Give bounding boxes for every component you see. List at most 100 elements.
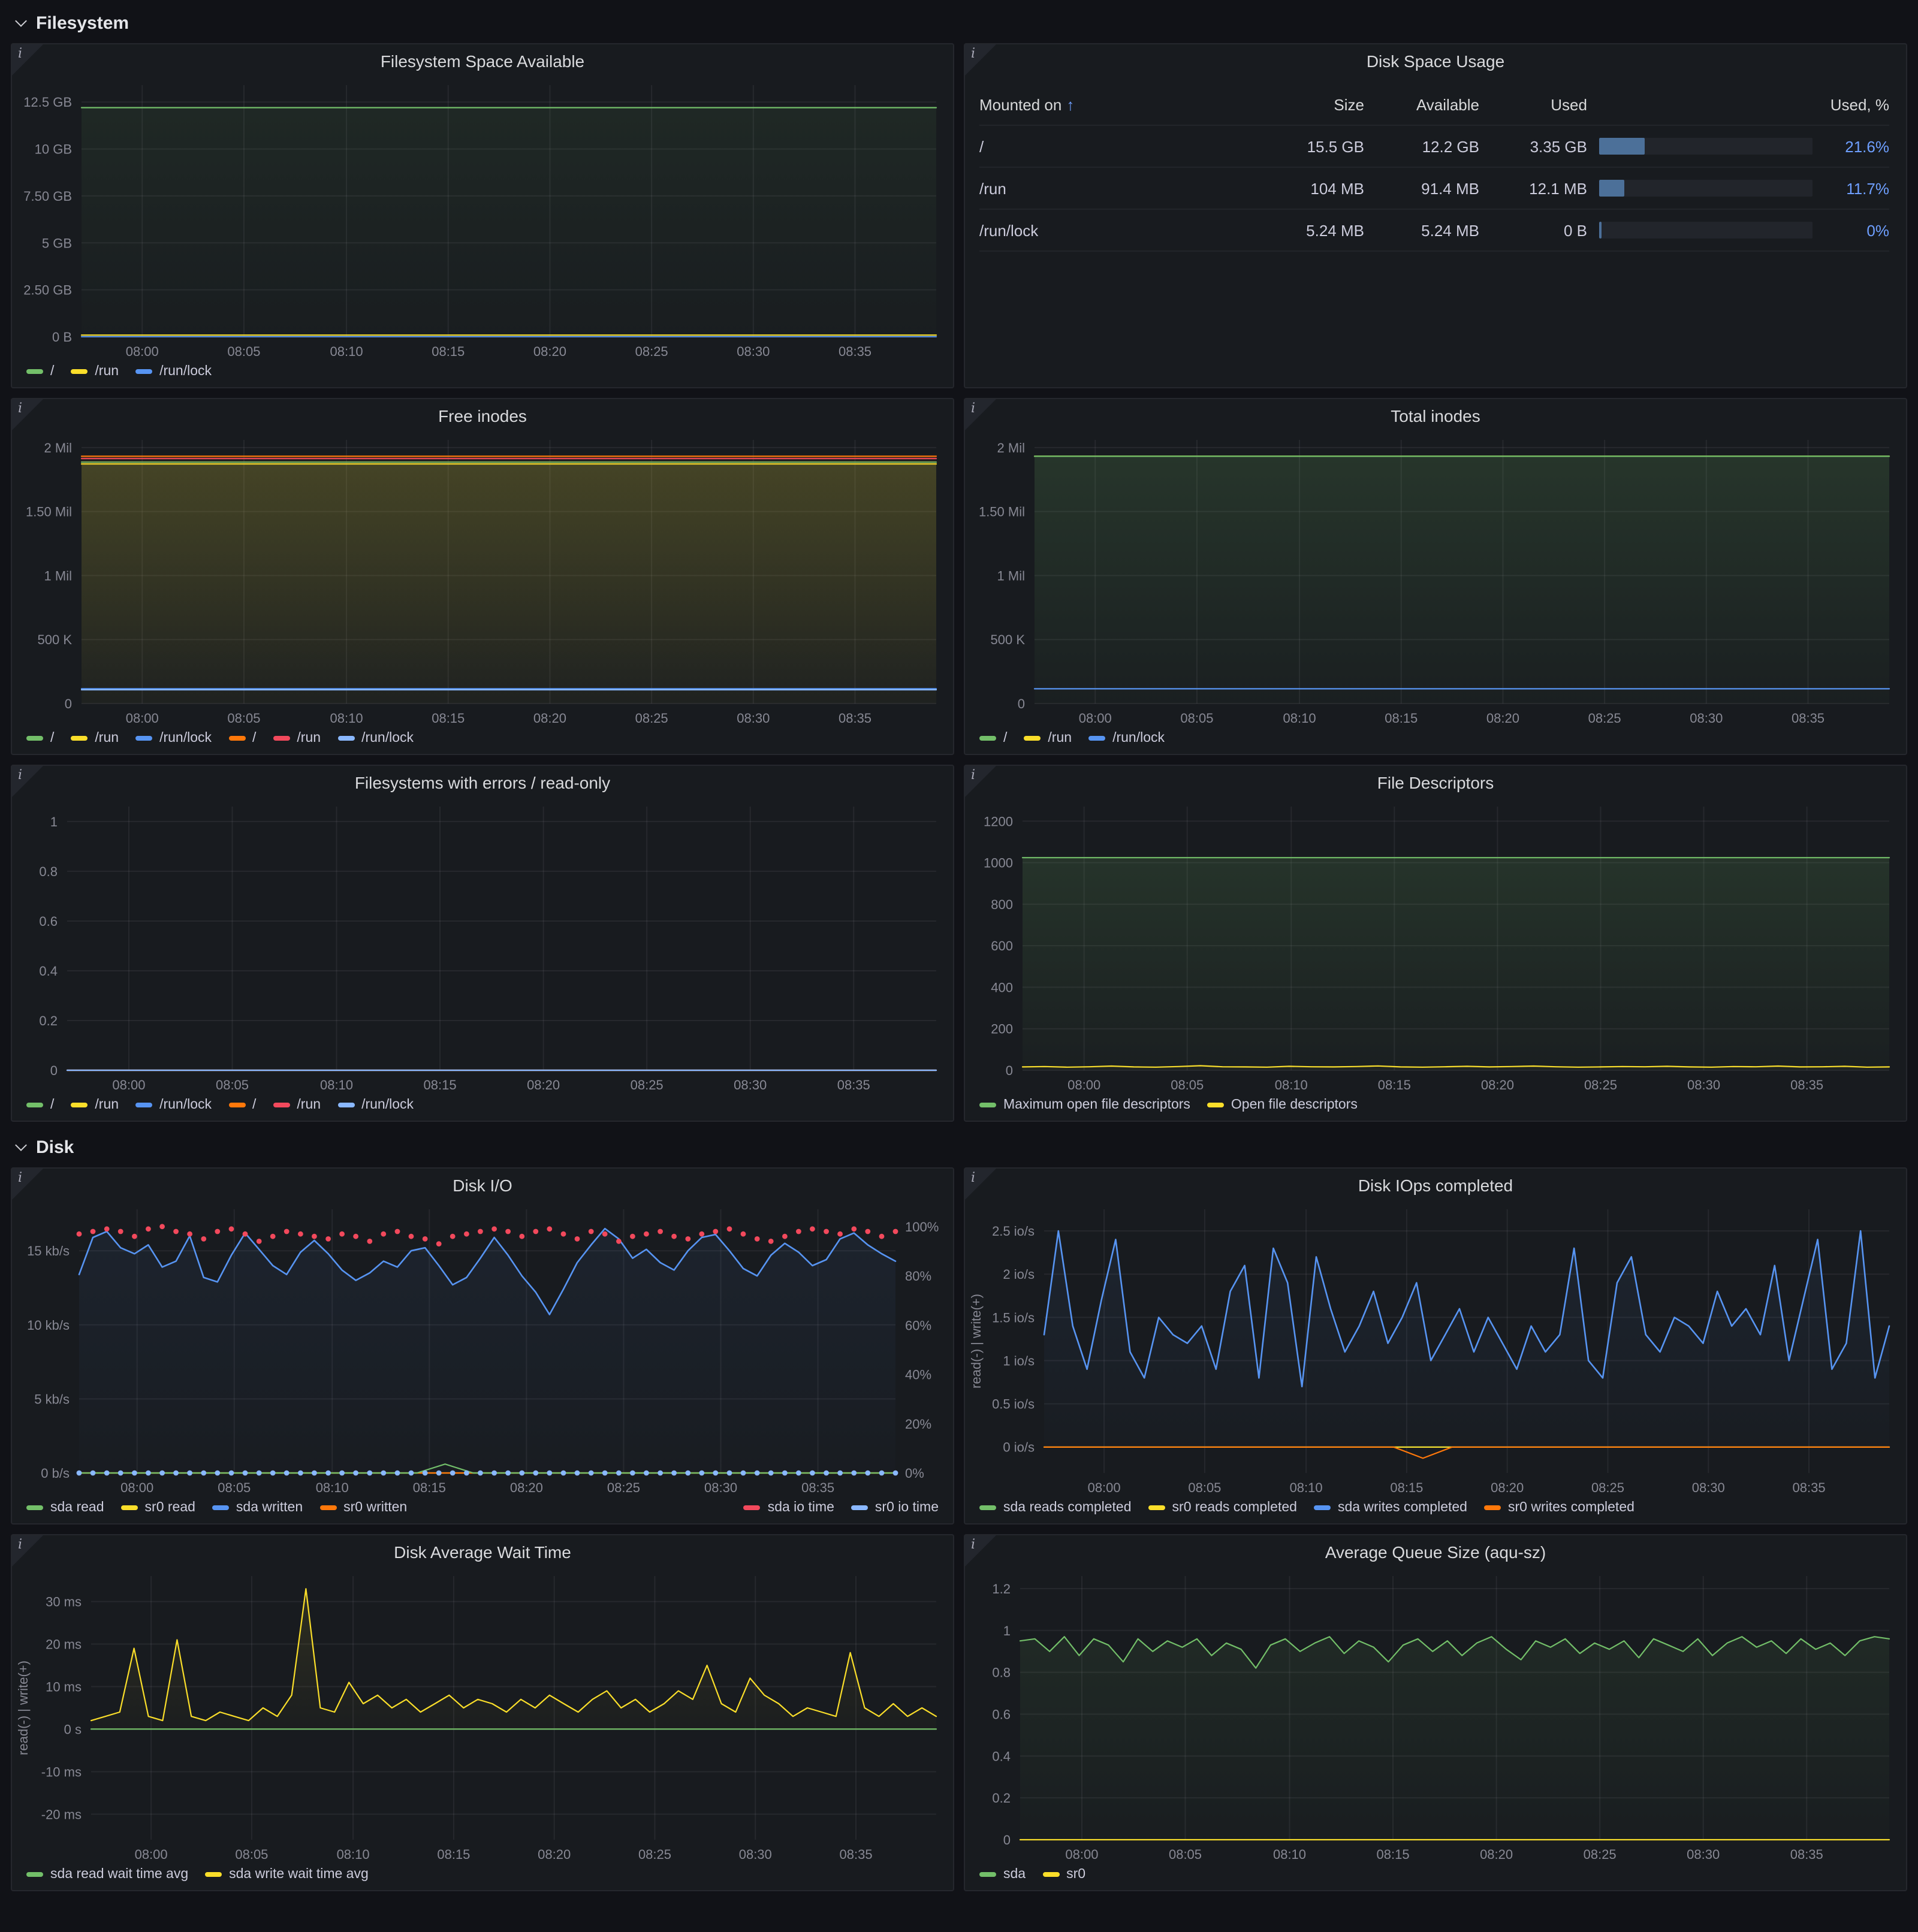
chart-filesystem-space-available[interactable]: 08:00 08:05 08:10 08:15 08:20 08:25 08:30 08:35…: [12, 76, 953, 363]
legend-item[interactable]: Open file descriptors: [1207, 1098, 1358, 1112]
svg-text:08:10: 08:10: [1290, 1480, 1323, 1495]
panel-title[interactable]: Disk Space Usage: [1366, 52, 1505, 71]
legend-item[interactable]: sda io time: [743, 1501, 834, 1515]
panel-info-icon[interactable]: i: [965, 766, 996, 797]
panel-title[interactable]: Average Queue Size (aqu-sz): [1325, 1542, 1546, 1562]
panel-title[interactable]: Disk IOps completed: [1358, 1176, 1513, 1195]
svg-text:10 kb/s: 10 kb/s: [27, 1318, 70, 1333]
column-header[interactable]: Available: [1416, 96, 1479, 114]
panel-info-icon[interactable]: i: [965, 1535, 996, 1566]
chart-disk-avg-wait-time[interactable]: 08:00 08:05 08:10 08:15 08:20 08:25 08:30 08:35…: [12, 1566, 953, 1866]
chart-free-inodes[interactable]: 08:00 08:05 08:10 08:15 08:20 08:25 08:30 08:35…: [12, 430, 953, 730]
panel-title[interactable]: Total inodes: [1391, 406, 1480, 425]
legend-item[interactable]: /: [26, 364, 54, 379]
panel-info-icon[interactable]: i: [965, 44, 996, 76]
chart-canvas[interactable]: 08:00 08:05 08:10 08:15 08:20 08:25 08:30 08:35…: [965, 430, 1906, 730]
legend-item[interactable]: /run: [71, 364, 119, 379]
legend-swatch-icon: [979, 1872, 996, 1877]
legend-item[interactable]: /run/lock: [135, 731, 212, 745]
cell-mounted-on: /: [979, 137, 984, 155]
svg-text:0.4: 0.4: [992, 1749, 1011, 1764]
legend-item[interactable]: Maximum open file descriptors: [979, 1098, 1190, 1112]
section-header-filesystem[interactable]: Filesystem: [15, 7, 1907, 38]
chart-avg-queue-size[interactable]: 08:00 08:05 08:10 08:15 08:20 08:25 08:30 08:35…: [965, 1566, 1906, 1866]
chart-canvas[interactable]: 08:00 08:05 08:10 08:15 08:20 08:25 08:30 08:35…: [965, 1200, 1906, 1499]
legend-item[interactable]: sr0 writes completed: [1484, 1501, 1634, 1515]
panel-title[interactable]: Disk I/O: [453, 1176, 512, 1195]
svg-text:500 K: 500 K: [991, 632, 1026, 647]
svg-text:08:15: 08:15: [424, 1077, 457, 1092]
svg-text:0: 0: [1006, 1063, 1013, 1078]
panel-info-icon[interactable]: i: [12, 399, 43, 430]
svg-text:08:00: 08:00: [1067, 1077, 1100, 1092]
legend-item[interactable]: sr0 read: [120, 1501, 195, 1515]
legend-item[interactable]: /run/lock: [337, 1098, 414, 1112]
legend-swatch-icon: [337, 736, 355, 741]
legend-item[interactable]: sda write wait time avg: [205, 1867, 369, 1882]
legend-item[interactable]: /run/lock: [135, 1098, 212, 1112]
panel-info-icon[interactable]: i: [965, 399, 996, 430]
legend-item[interactable]: /: [26, 731, 54, 745]
legend-label: /run: [297, 1098, 321, 1112]
column-header[interactable]: Used, %: [1830, 96, 1889, 114]
panel-info-icon[interactable]: i: [965, 1169, 996, 1200]
legend-item[interactable]: /run/lock: [135, 364, 212, 379]
legend-item[interactable]: sr0 reads completed: [1148, 1501, 1297, 1515]
legend-item[interactable]: sr0 written: [319, 1501, 407, 1515]
legend-item[interactable]: sda read: [26, 1501, 104, 1515]
column-header[interactable]: Mounted on ↑: [979, 96, 1075, 114]
legend-item[interactable]: /: [26, 1098, 54, 1112]
legend-item[interactable]: /run: [1024, 731, 1072, 745]
legend-item[interactable]: /run/lock: [1088, 731, 1165, 745]
svg-text:08:20: 08:20: [533, 344, 566, 359]
legend-item[interactable]: sda written: [212, 1501, 303, 1515]
legend-item[interactable]: /: [979, 731, 1007, 745]
panel-info-icon[interactable]: i: [12, 766, 43, 797]
chart-canvas[interactable]: 08:00 08:05 08:10 08:15 08:20 08:25 08:30 08:35…: [12, 1566, 953, 1866]
panel-title[interactable]: Filesystem Space Available: [380, 52, 585, 71]
chart-canvas[interactable]: 08:00 08:05 08:10 08:15 08:20 08:25 08:30 08:35…: [965, 797, 1906, 1097]
chart-disk-iops-completed[interactable]: 08:00 08:05 08:10 08:15 08:20 08:25 08:30 08:35…: [965, 1200, 1906, 1499]
column-header[interactable]: Size: [1334, 96, 1364, 114]
svg-text:08:35: 08:35: [1790, 1077, 1823, 1092]
legend-label: /run/lock: [159, 1098, 212, 1112]
panel-title[interactable]: Disk Average Wait Time: [394, 1542, 571, 1562]
panel-info-icon[interactable]: i: [12, 44, 43, 76]
svg-text:2.5 io/s: 2.5 io/s: [992, 1224, 1035, 1239]
legend-group: / /run/run/lock: [26, 364, 212, 379]
legend-item[interactable]: /run: [71, 1098, 119, 1112]
panel-info-icon[interactable]: i: [12, 1169, 43, 1200]
panel-info-icon[interactable]: i: [12, 1535, 43, 1566]
chart-disk-io[interactable]: 08:00 08:05 08:10 08:15 08:20 08:25 08:30 08:35…: [12, 1200, 953, 1499]
chart-total-inodes[interactable]: 08:00 08:05 08:10 08:15 08:20 08:25 08:30 08:35…: [965, 430, 1906, 730]
chart-canvas[interactable]: 08:00 08:05 08:10 08:15 08:20 08:25 08:30 08:35…: [12, 1200, 953, 1499]
chart-canvas[interactable]: 08:00 08:05 08:10 08:15 08:20 08:25 08:30 08:35…: [12, 76, 953, 363]
chart-filesystems-errors[interactable]: 08:00 08:05 08:10 08:15 08:20 08:25 08:30 08:35…: [12, 797, 953, 1097]
legend-item[interactable]: sda reads completed: [979, 1501, 1132, 1515]
legend-item[interactable]: /run: [273, 731, 321, 745]
legend-item[interactable]: /run: [71, 731, 119, 745]
panel-title[interactable]: Filesystems with errors / read-only: [354, 773, 611, 792]
panel-title[interactable]: Free inodes: [438, 406, 527, 425]
chevron-down-icon: [15, 1139, 27, 1151]
chart-canvas[interactable]: 08:00 08:05 08:10 08:15 08:20 08:25 08:30 08:35…: [12, 797, 953, 1097]
legend-item[interactable]: /: [228, 731, 256, 745]
legend-item[interactable]: sda writes completed: [1313, 1501, 1467, 1515]
column-header[interactable]: Used: [1551, 96, 1587, 114]
panel-title[interactable]: File Descriptors: [1377, 773, 1494, 792]
legend-item[interactable]: sr0 io time: [851, 1501, 939, 1515]
legend-item[interactable]: sda: [979, 1867, 1026, 1882]
svg-text:1: 1: [1003, 1623, 1011, 1638]
legend-item[interactable]: /run: [273, 1098, 321, 1112]
legend-item[interactable]: /: [228, 1098, 256, 1112]
chart-canvas[interactable]: 08:00 08:05 08:10 08:15 08:20 08:25 08:30 08:35…: [965, 1566, 1906, 1866]
legend-item[interactable]: /run/lock: [337, 731, 414, 745]
svg-text:1 Mil: 1 Mil: [997, 568, 1025, 583]
legend-item[interactable]: sr0: [1042, 1867, 1085, 1882]
section-header-disk[interactable]: Disk: [15, 1131, 1907, 1163]
legend-item[interactable]: sda read wait time avg: [26, 1867, 188, 1882]
legend-swatch-icon: [1313, 1505, 1331, 1510]
svg-text:08:25: 08:25: [631, 1077, 664, 1092]
chart-canvas[interactable]: 08:00 08:05 08:10 08:15 08:20 08:25 08:30 08:35…: [12, 430, 953, 730]
chart-file-descriptors[interactable]: 08:00 08:05 08:10 08:15 08:20 08:25 08:30 08:35…: [965, 797, 1906, 1097]
